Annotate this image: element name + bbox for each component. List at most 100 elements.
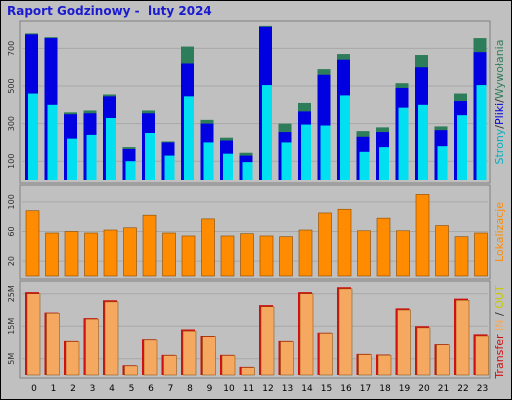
bar-visits — [279, 236, 293, 277]
bar-visits — [318, 212, 332, 277]
bar-pages — [437, 146, 448, 180]
bar-transfer-in — [26, 293, 41, 376]
x-tick-label: 3 — [90, 384, 96, 394]
legend-label-hits-files-pages: Strony/Pliki/Wywołania — [493, 40, 506, 165]
bar-transfer-in — [202, 336, 216, 376]
x-tick-label: 23 — [477, 384, 488, 394]
x-tick-label: 4 — [109, 384, 115, 394]
bar-visits — [201, 218, 215, 277]
bar-visits — [84, 232, 98, 277]
bar-transfer-in — [358, 354, 372, 376]
legend-part: Transfer — [493, 334, 506, 380]
bar-transfer-in — [416, 327, 431, 376]
bar-pages — [125, 161, 136, 180]
bar-visits — [357, 230, 371, 277]
grid-lines — [22, 47, 488, 360]
bar-transfer-in — [85, 318, 99, 376]
y-tick-label: 700 — [7, 41, 16, 56]
bar-visits — [64, 231, 79, 277]
bar-visits — [103, 229, 118, 277]
bar-transfer-in — [124, 365, 138, 376]
x-tick-label: 9 — [207, 384, 213, 394]
y-tick-label: 25M — [7, 285, 16, 302]
x-tick-label: 14 — [301, 384, 313, 394]
y-tick-label: 500 — [7, 78, 16, 93]
legend-label-visits: Lokalizacje — [493, 202, 506, 262]
legend-part: OUT — [493, 285, 506, 309]
y-tick-label: 15M — [7, 318, 16, 335]
bar-visits — [142, 214, 157, 277]
bar-visits — [45, 232, 59, 277]
bar-visits — [298, 229, 313, 277]
bar-pages — [476, 85, 487, 180]
bar-pages — [262, 85, 272, 180]
bar-pages — [86, 134, 97, 180]
bar-transfer-in — [280, 341, 294, 376]
bar-pages — [67, 138, 77, 180]
bar-pages — [281, 142, 292, 180]
x-tick-label: 0 — [31, 384, 37, 394]
y-tick-label: 20 — [7, 256, 16, 266]
legend-part: / — [493, 309, 506, 320]
bar-transfer-in — [475, 335, 489, 376]
bar-visits — [240, 233, 254, 277]
x-tick-label: 6 — [148, 384, 154, 394]
x-tick-label: 18 — [379, 384, 391, 394]
bar-visits — [259, 235, 274, 277]
bar-transfer-in — [338, 288, 353, 376]
bar-visits — [25, 210, 40, 277]
x-tick-label: 15 — [321, 384, 332, 394]
bar-transfer-in — [46, 313, 60, 376]
bar-pages — [164, 155, 175, 180]
bar-pages — [359, 151, 370, 180]
bar-visits — [474, 232, 488, 277]
legend-part: / — [493, 99, 506, 103]
bar-transfer-in — [299, 293, 314, 376]
bar-pages — [320, 125, 331, 180]
bar-pages — [145, 133, 155, 180]
bar-transfer-in — [319, 333, 333, 376]
bar-transfer-in — [455, 300, 470, 376]
bar-visits — [337, 208, 352, 277]
x-tick-label: 19 — [399, 384, 411, 394]
bar-pages — [398, 107, 409, 180]
x-tick-label: 21 — [438, 384, 449, 394]
bar-pages — [203, 142, 214, 180]
bar-visits — [454, 236, 469, 277]
legend-part: Wywołania — [493, 40, 506, 100]
bar-pages — [457, 115, 467, 180]
bar-pages — [106, 117, 116, 180]
y-tick-label: 60 — [7, 226, 16, 236]
x-tick-label: 1 — [51, 384, 57, 394]
x-tick-label: 12 — [262, 384, 273, 394]
bar-transfer-in — [221, 355, 236, 376]
bar-pages — [379, 147, 389, 180]
x-tick-label: 8 — [187, 384, 193, 394]
bar-visits — [181, 235, 196, 277]
x-tick-label: 22 — [457, 384, 468, 394]
bar-transfer-in — [241, 367, 255, 376]
x-tick-label: 13 — [282, 384, 293, 394]
legend-part: Pliki — [493, 103, 506, 125]
bar-pages — [418, 104, 428, 180]
bar-pages — [223, 153, 233, 180]
y-tick-label: 300 — [7, 116, 16, 131]
legend-part: / — [493, 125, 506, 129]
bar-pages — [184, 96, 194, 180]
bar-transfer-in — [65, 341, 80, 376]
bar-pages — [47, 104, 58, 180]
y-tick-label: 5M — [7, 353, 16, 365]
x-tick-label: 10 — [223, 384, 235, 394]
legend-part: Lokalizacje — [493, 202, 506, 262]
bar-transfer-in — [397, 309, 411, 376]
bar-transfer-in — [182, 330, 197, 376]
bar-transfer-in — [143, 339, 158, 376]
bar-visits — [415, 194, 430, 277]
bar-transfer-in — [260, 306, 275, 376]
bar-visits — [376, 217, 391, 277]
x-tick-label: 2 — [70, 384, 76, 394]
bar-visits — [396, 230, 410, 277]
legend-part: IN — [493, 319, 506, 334]
chart-bars — [25, 25, 489, 376]
